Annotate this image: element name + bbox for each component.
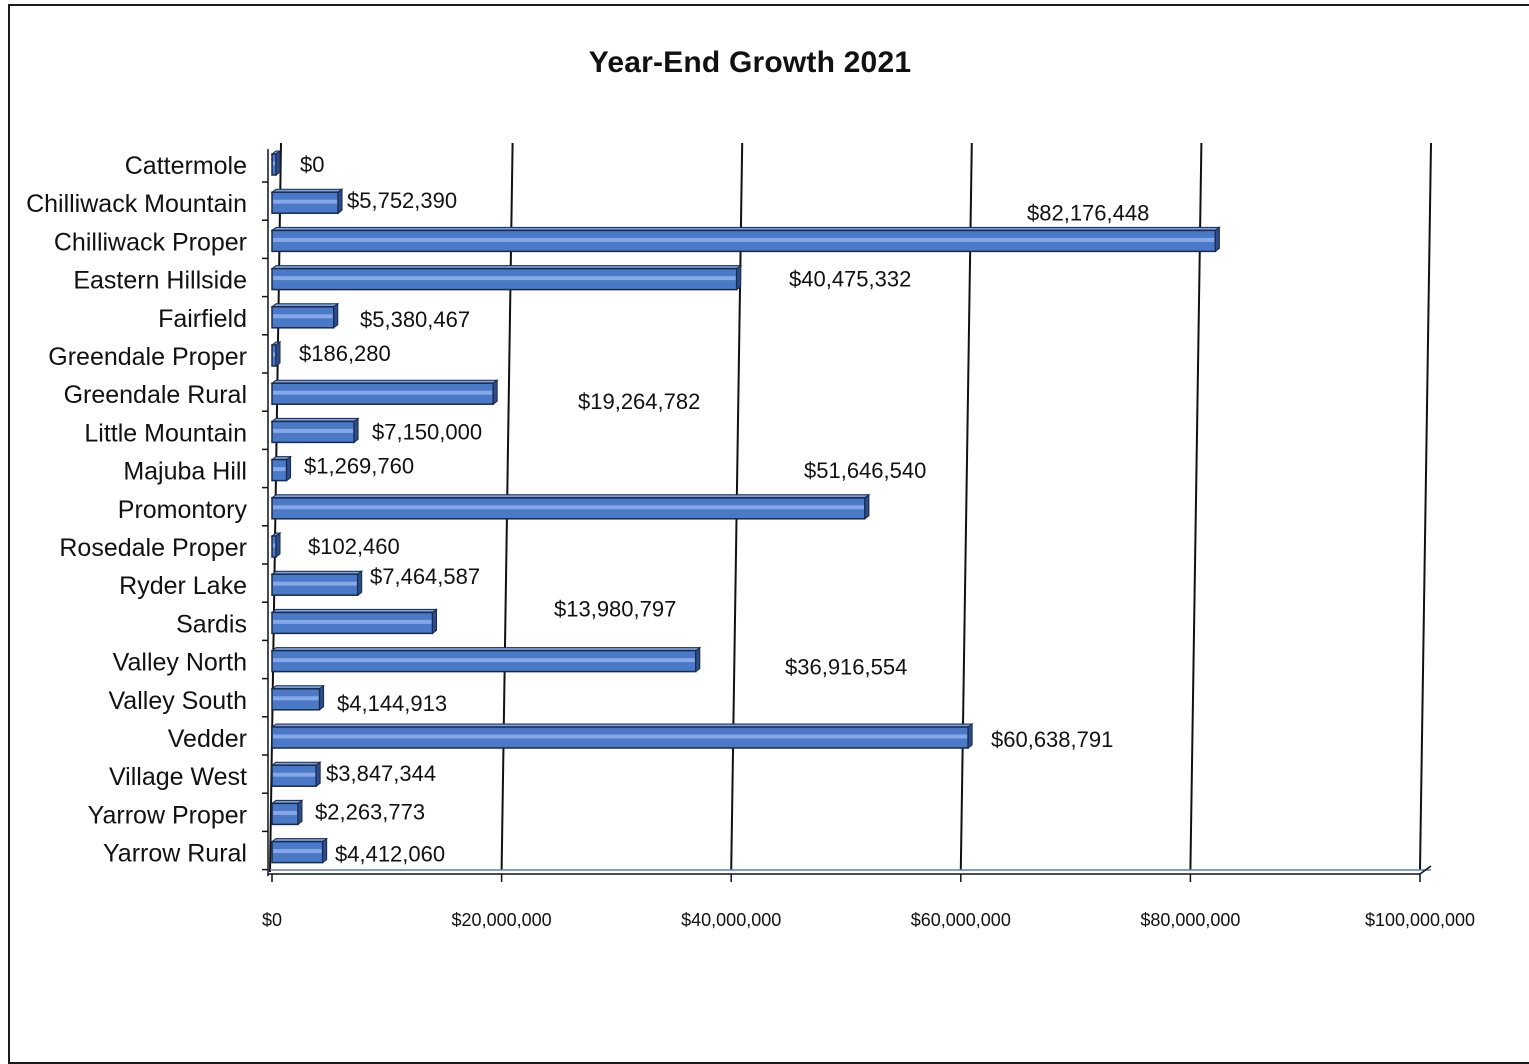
category-label: Rosedale Proper [59,534,247,562]
category-label: Valley South [108,687,247,715]
bar-side [322,837,328,864]
category-label: Majuba Hill [123,458,247,486]
bar-highlight [273,314,333,319]
bar-highlight [273,505,864,510]
bar-side [297,799,303,826]
data-label: $0 [300,152,324,177]
category-label: Fairfield [158,305,247,333]
bar-highlight [273,849,322,854]
bar-side [275,150,281,176]
bar-highlight [273,810,297,815]
category-label: Greendale Rural [64,381,247,409]
chart-frame [8,4,1529,1064]
bar-side [864,493,870,520]
bar-highlight [273,658,695,663]
bar-highlight [273,467,286,472]
category-label: Eastern Hillside [73,267,247,295]
bar-highlight [273,581,357,586]
bar-side [492,379,498,406]
x-tick-label: $20,000,000 [452,910,552,930]
bar-highlight [273,428,354,433]
bar-highlight [273,543,275,548]
category-label: Village West [109,763,247,791]
bar-highlight [273,772,316,777]
category-labels: Cattermole Chilliwack Mountain Chilliwack … [26,152,247,868]
data-label: $2,263,773 [315,799,425,824]
data-label: $36,916,554 [785,655,907,680]
bar-side [337,188,343,215]
bar-layer [270,150,1221,864]
data-label: $5,380,467 [360,307,470,332]
data-label: $1,269,760 [304,454,414,479]
category-label: Chilliwack Proper [54,228,247,256]
data-label: $3,847,344 [326,761,436,786]
bar-side [319,684,325,711]
bar-side [431,608,437,635]
bar-side [286,455,292,482]
bar-side [695,646,701,673]
bar-side [275,532,281,558]
x-tick-label: $40,000,000 [681,910,781,930]
bar-side [967,723,973,749]
bar-highlight [273,352,275,357]
data-label: $186,280 [299,341,391,366]
bar-highlight [273,237,1215,242]
x-tick-label: $0 [262,910,282,930]
category-label: Sardis [176,610,247,638]
category-label: Promontory [118,496,248,524]
data-label: $13,980,797 [554,596,676,621]
category-label: Vedder [168,725,247,753]
category-label: Ryder Lake [119,572,247,600]
gridline [1419,142,1432,871]
data-label: $7,150,000 [372,419,482,444]
data-label: $7,464,587 [370,564,480,589]
bar-side [357,570,363,597]
category-label: Yarrow Rural [103,840,247,868]
category-label: Cattermole [125,152,247,180]
bar-side [736,264,742,291]
category-label: Yarrow Proper [88,801,247,829]
category-label: Valley North [113,649,247,677]
x-tick-label: $100,000,000 [1365,910,1475,930]
data-label: $5,752,390 [347,188,457,213]
bar-highlight [273,619,432,624]
chart-title: Year-End Growth 2021 [588,46,912,79]
bar-side [333,302,339,329]
bar-side [353,417,359,444]
data-label: $4,412,060 [335,842,445,867]
bar-highlight [273,199,338,204]
bar-highlight [273,734,968,739]
x-tick-label: $60,000,000 [911,910,1011,930]
data-label: $4,144,913 [337,691,447,716]
bar-highlight [273,390,493,395]
gridline [1189,142,1203,871]
data-label: $19,264,782 [578,389,700,414]
bar-side [1214,226,1220,253]
x-tick-label: $80,000,000 [1140,910,1240,930]
bar-highlight [273,696,319,701]
category-label: Chilliwack Mountain [26,190,247,218]
gridline [959,142,973,871]
x-axis-corner [1419,865,1432,875]
data-label: $82,176,448 [1027,200,1149,225]
bar-side [315,761,321,788]
data-label: $102,460 [308,534,400,559]
bar-side [275,341,281,367]
category-label: Little Mountain [84,419,247,447]
bar-highlight [273,161,275,166]
data-label: $40,475,332 [789,267,911,292]
data-labels: $0 $5,752,390 $82,176,448 $40,475,332 $5,380… [299,152,1149,867]
tick-labels: $0 $20,000,000 $40,000,000 $60,000,000 $80,0… [262,910,1475,930]
data-label: $60,638,791 [991,727,1113,752]
category-label: Greendale Proper [48,343,247,371]
data-label: $51,646,540 [804,458,926,483]
bar-highlight [273,276,736,281]
